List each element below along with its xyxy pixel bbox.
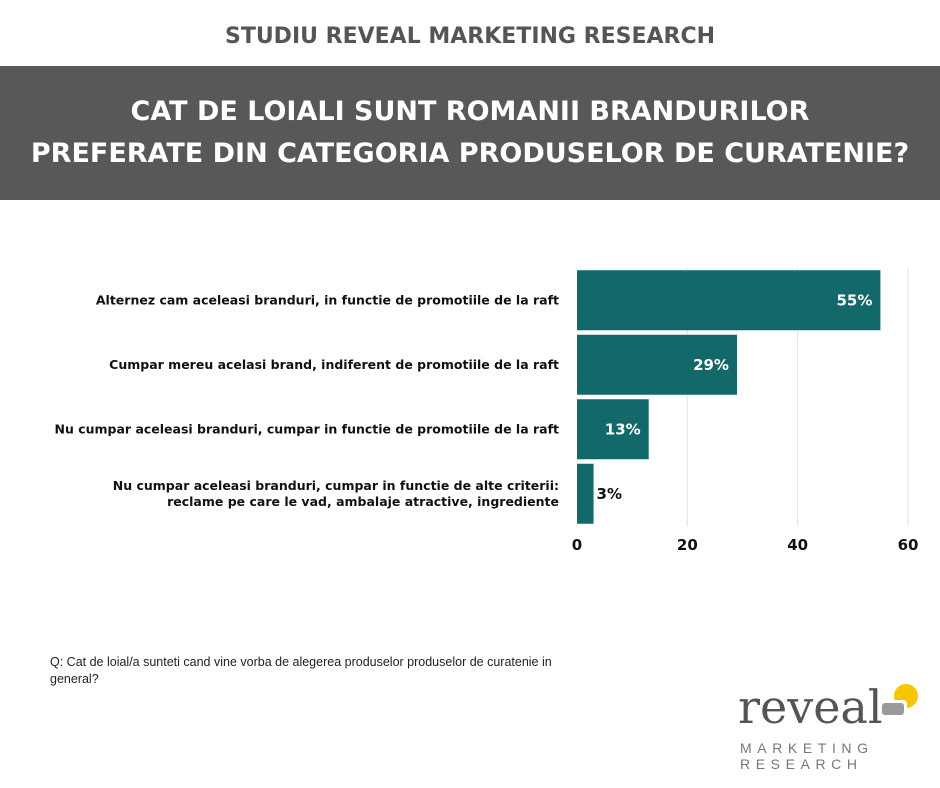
chart-title-line-2: PREFERATE DIN CATEGORIA PRODUSELOR DE CU… [30,138,910,169]
study-header: STUDIU REVEAL MARKETING RESEARCH [224,24,716,49]
survey-question: Q: Cat de loial/a sunteti cand vine vorb… [50,655,552,686]
data-label-2: 29% [693,356,729,374]
category-label-3: Nu cumpar aceleasi branduri, cumpar in f… [55,421,560,436]
logo-subtitle-marketing: MARKETING [740,740,874,756]
category-label-4-line-2: reclame pe care le vad, ambalaje atracti… [167,494,559,509]
title-band: CAT DE LOIALI SUNT ROMANII BRANDURILOR P… [0,66,940,200]
chart-title-line-1: CAT DE LOIALI SUNT ROMANII BRANDURILOR [130,96,810,127]
category-label-4-line-1: Nu cumpar aceleasi branduri, cumpar in f… [113,478,559,493]
bar-4 [577,463,594,524]
x-tick-label-60: 60 [898,536,919,554]
data-label-4: 3% [597,485,622,503]
category-label-2: Cumpar mereu acelasi brand, indiferent d… [109,357,559,372]
reveal-logo: reveal MARKETING RESEARCH [738,682,928,772]
x-tick-label-40: 40 [787,536,808,554]
bar-3 [577,399,649,460]
bar-1 [577,270,881,331]
bar-2 [577,334,737,395]
logo-subtitle-research: RESEARCH [740,756,863,772]
logo-wordmark: reveal [738,680,883,734]
category-label-1: Alternez cam aceleasi branduri, in funct… [96,292,559,307]
logo-mark-icon [879,684,918,718]
x-tick-label-20: 20 [677,536,698,554]
data-label-3: 13% [605,420,641,438]
data-label-1: 55% [837,291,873,309]
x-tick-label-0: 0 [572,536,582,554]
